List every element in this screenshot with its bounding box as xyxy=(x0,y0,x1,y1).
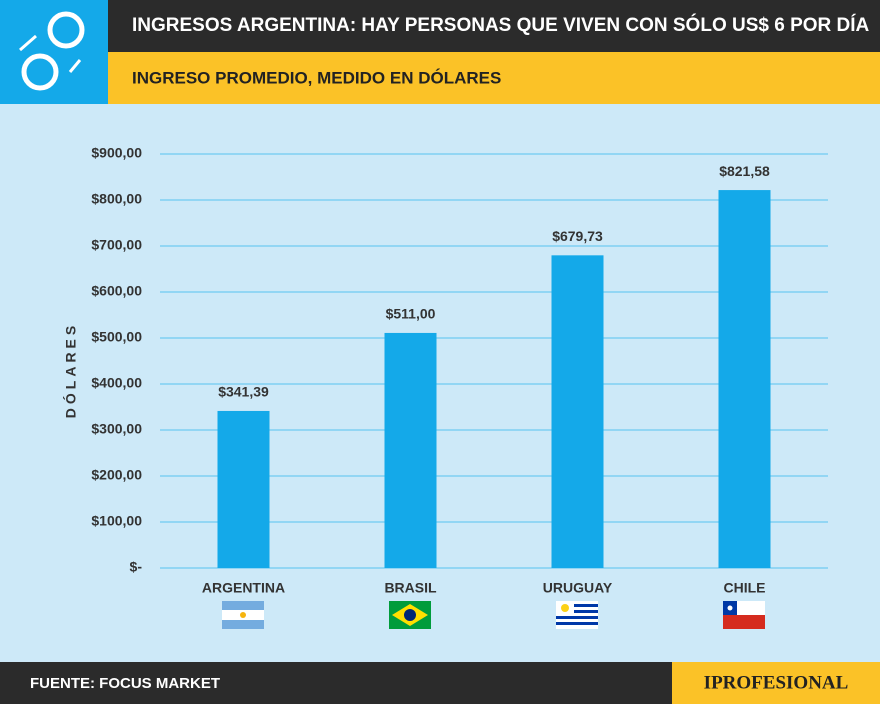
bar xyxy=(718,190,771,569)
source: FUENTE: FOCUS MARKET xyxy=(30,675,220,692)
icon-box xyxy=(0,0,108,104)
y-axis-label: DÓLARES xyxy=(62,322,79,418)
brand: IPROFESIONAL xyxy=(704,672,849,693)
title-band xyxy=(108,0,880,52)
y-tick-label: $500,00 xyxy=(91,329,142,345)
y-tick-label: $200,00 xyxy=(91,467,142,483)
flags xyxy=(222,601,765,629)
y-tick-label: $700,00 xyxy=(91,237,142,253)
y-tick-label: $300,00 xyxy=(91,421,142,437)
value-label: $679,73 xyxy=(552,228,603,244)
y-tick-label: $800,00 xyxy=(91,191,142,207)
value-label: $511,00 xyxy=(386,306,436,322)
x-tick-label: ARGENTINA xyxy=(202,580,285,596)
y-tick-label: $900,00 xyxy=(91,145,142,161)
value-label: $341,39 xyxy=(218,384,269,400)
bar xyxy=(551,255,604,568)
brand-box xyxy=(672,662,880,704)
value-label: $821,58 xyxy=(719,163,770,179)
x-tick-label: URUGUAY xyxy=(543,580,613,596)
y-tick-label: $100,00 xyxy=(91,513,142,529)
chart-title: INGRESOS ARGENTINA: HAY PERSONAS QUE VIV… xyxy=(132,14,870,36)
chart-subtitle: INGRESO PROMEDIO, MEDIDO EN DÓLARES xyxy=(132,68,501,87)
y-tick-label: $- xyxy=(130,559,143,575)
icon xyxy=(19,11,85,91)
subtitle-band xyxy=(108,52,880,104)
x-tick-label: CHILE xyxy=(724,580,766,596)
bar xyxy=(384,332,437,568)
bar xyxy=(217,410,270,568)
x-tick-label: BRASIL xyxy=(384,580,437,596)
y-tick-label: $600,00 xyxy=(91,283,142,299)
y-tick-label: $400,00 xyxy=(91,375,142,391)
